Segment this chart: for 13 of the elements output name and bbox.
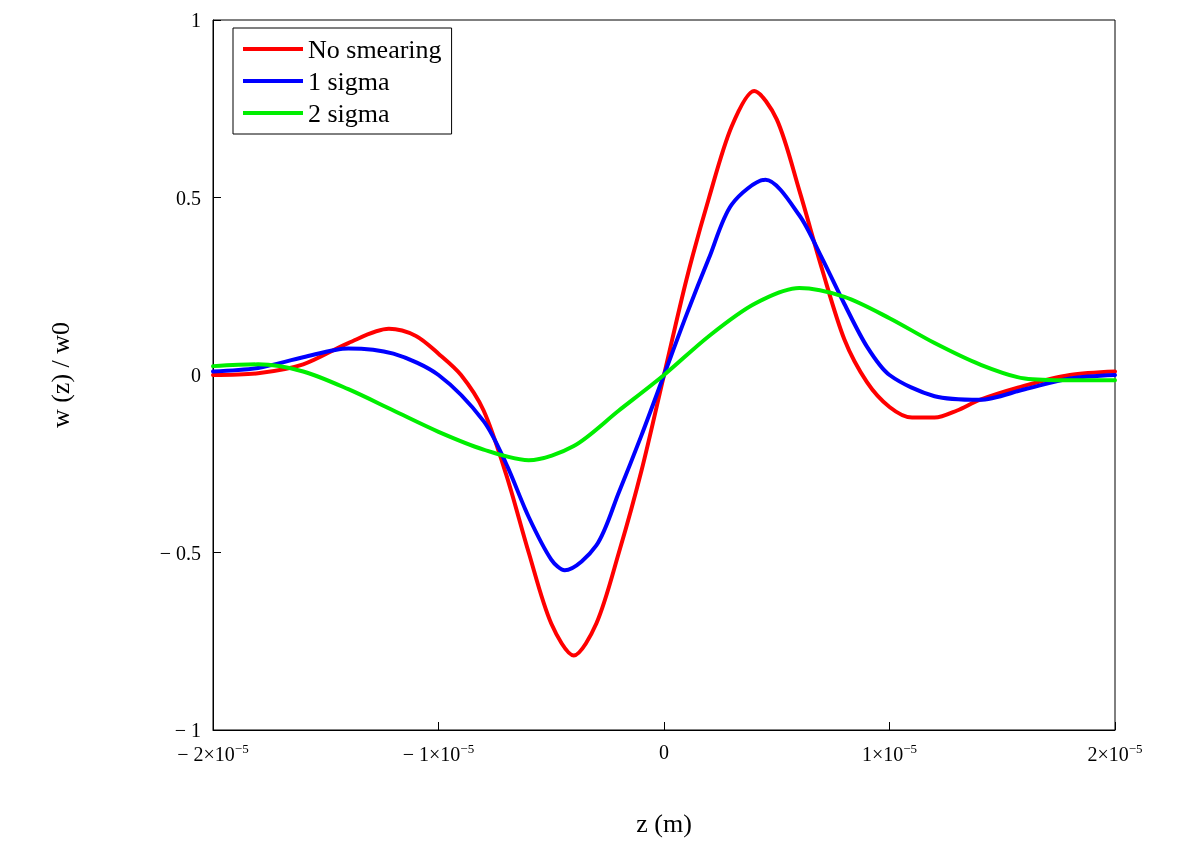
y-axis-title: w (z) / w0 xyxy=(45,321,75,429)
legend-label: No smearing xyxy=(308,34,442,64)
y-tick-label: − 0.5 xyxy=(159,541,201,564)
line-series xyxy=(211,177,1117,573)
x-axis-title: z (m) xyxy=(636,808,692,838)
y-tick-label: − 1 xyxy=(174,719,201,741)
y-tick-label: 0 xyxy=(191,364,201,386)
line-series xyxy=(211,286,1117,463)
y-tick-label: 1 xyxy=(191,9,201,31)
legend-label: 1 sigma xyxy=(308,66,391,96)
y-tick-label: 0.5 xyxy=(176,186,201,209)
legend-label: 2 sigma xyxy=(308,98,391,128)
x-tick-label: 0 xyxy=(659,741,669,763)
